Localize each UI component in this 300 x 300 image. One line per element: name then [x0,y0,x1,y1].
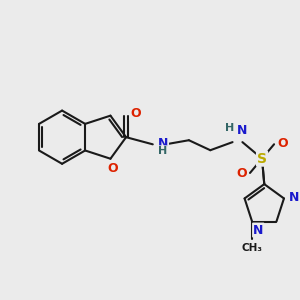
Text: CH₃: CH₃ [242,243,262,253]
Text: N: N [236,124,247,137]
Text: H: H [158,146,167,156]
Text: O: O [236,167,247,180]
Text: N: N [253,224,263,236]
Text: O: O [107,162,118,175]
Text: H: H [225,123,234,133]
Text: N: N [289,191,299,204]
Text: O: O [277,137,288,150]
Text: N: N [158,137,168,150]
Text: S: S [257,152,267,166]
Text: O: O [130,107,141,120]
